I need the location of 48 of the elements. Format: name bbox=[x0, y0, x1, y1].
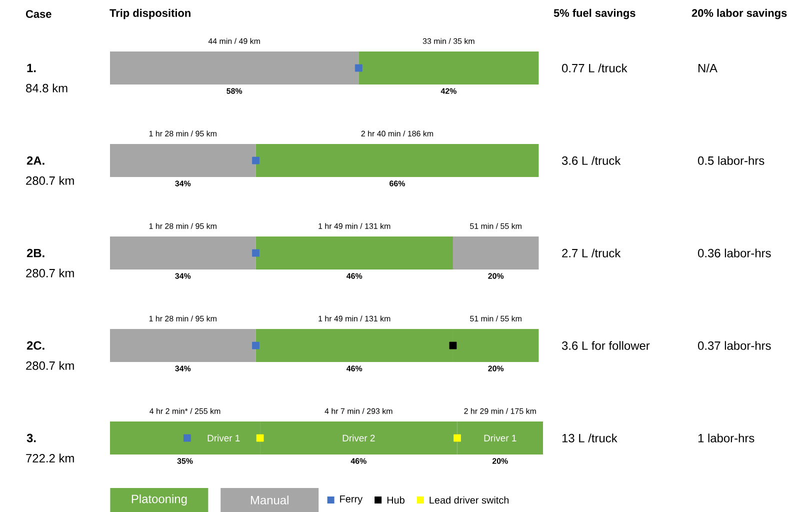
annotation: 0.37 labor-hrs bbox=[698, 341, 771, 350]
y-tick-label: 2A. bbox=[26, 156, 44, 165]
point bbox=[256, 434, 264, 442]
y-tick-label: 3. bbox=[26, 434, 36, 442]
x-axis-title: Trip disposition bbox=[110, 8, 190, 20]
annotation: 13 L /truck bbox=[562, 434, 618, 442]
annotation: 3.6 L /truck bbox=[562, 156, 621, 165]
point bbox=[354, 64, 362, 72]
y-tick-label: 2B. bbox=[26, 248, 44, 258]
text: Platooning bbox=[132, 494, 187, 506]
y-tick-label: 2C. bbox=[26, 341, 44, 350]
text: Manual bbox=[250, 496, 288, 504]
text: 280.7 km bbox=[26, 176, 74, 185]
point bbox=[252, 342, 260, 350]
text: 280.7 km bbox=[26, 268, 74, 278]
annotation: N/A bbox=[698, 64, 718, 72]
text: 84.8 km bbox=[26, 84, 68, 92]
y-tick-label: 1. bbox=[27, 64, 36, 72]
bar bbox=[110, 144, 256, 178]
text: 20% labor savings bbox=[692, 8, 787, 20]
bar bbox=[452, 236, 539, 270]
annotation: Driver 1 bbox=[208, 434, 240, 442]
annotation: 0.77 L /truck bbox=[562, 64, 628, 72]
y-axis-title: Case bbox=[26, 10, 52, 18]
text: 722.2 km bbox=[26, 454, 74, 462]
point bbox=[454, 434, 461, 442]
text: 5% fuel savings bbox=[554, 8, 636, 20]
point bbox=[449, 342, 457, 350]
annotation: 0.5 labor-hrs bbox=[698, 156, 764, 165]
annotation: 1 labor-hrs bbox=[698, 434, 754, 442]
bar bbox=[256, 144, 539, 178]
point bbox=[252, 249, 260, 257]
bar bbox=[256, 236, 453, 270]
annotation: Driver 1 bbox=[484, 434, 516, 442]
annotation: 0.36 labor-hrs bbox=[698, 248, 771, 258]
point bbox=[183, 434, 191, 442]
text: 280.7 km bbox=[26, 361, 74, 370]
bar bbox=[110, 329, 256, 362]
point bbox=[252, 156, 260, 164]
legend-label: Hub bbox=[387, 496, 404, 504]
annotation: Driver 2 bbox=[342, 434, 375, 442]
bar bbox=[110, 236, 256, 270]
annotation: 3.6 L for follower bbox=[562, 341, 650, 350]
annotation: 2.7 L /truck bbox=[562, 248, 621, 258]
bar bbox=[110, 52, 359, 84]
legend-label: Lead driver switch bbox=[430, 496, 509, 504]
legend-label: Ferry bbox=[340, 496, 363, 504]
bar bbox=[358, 52, 539, 84]
